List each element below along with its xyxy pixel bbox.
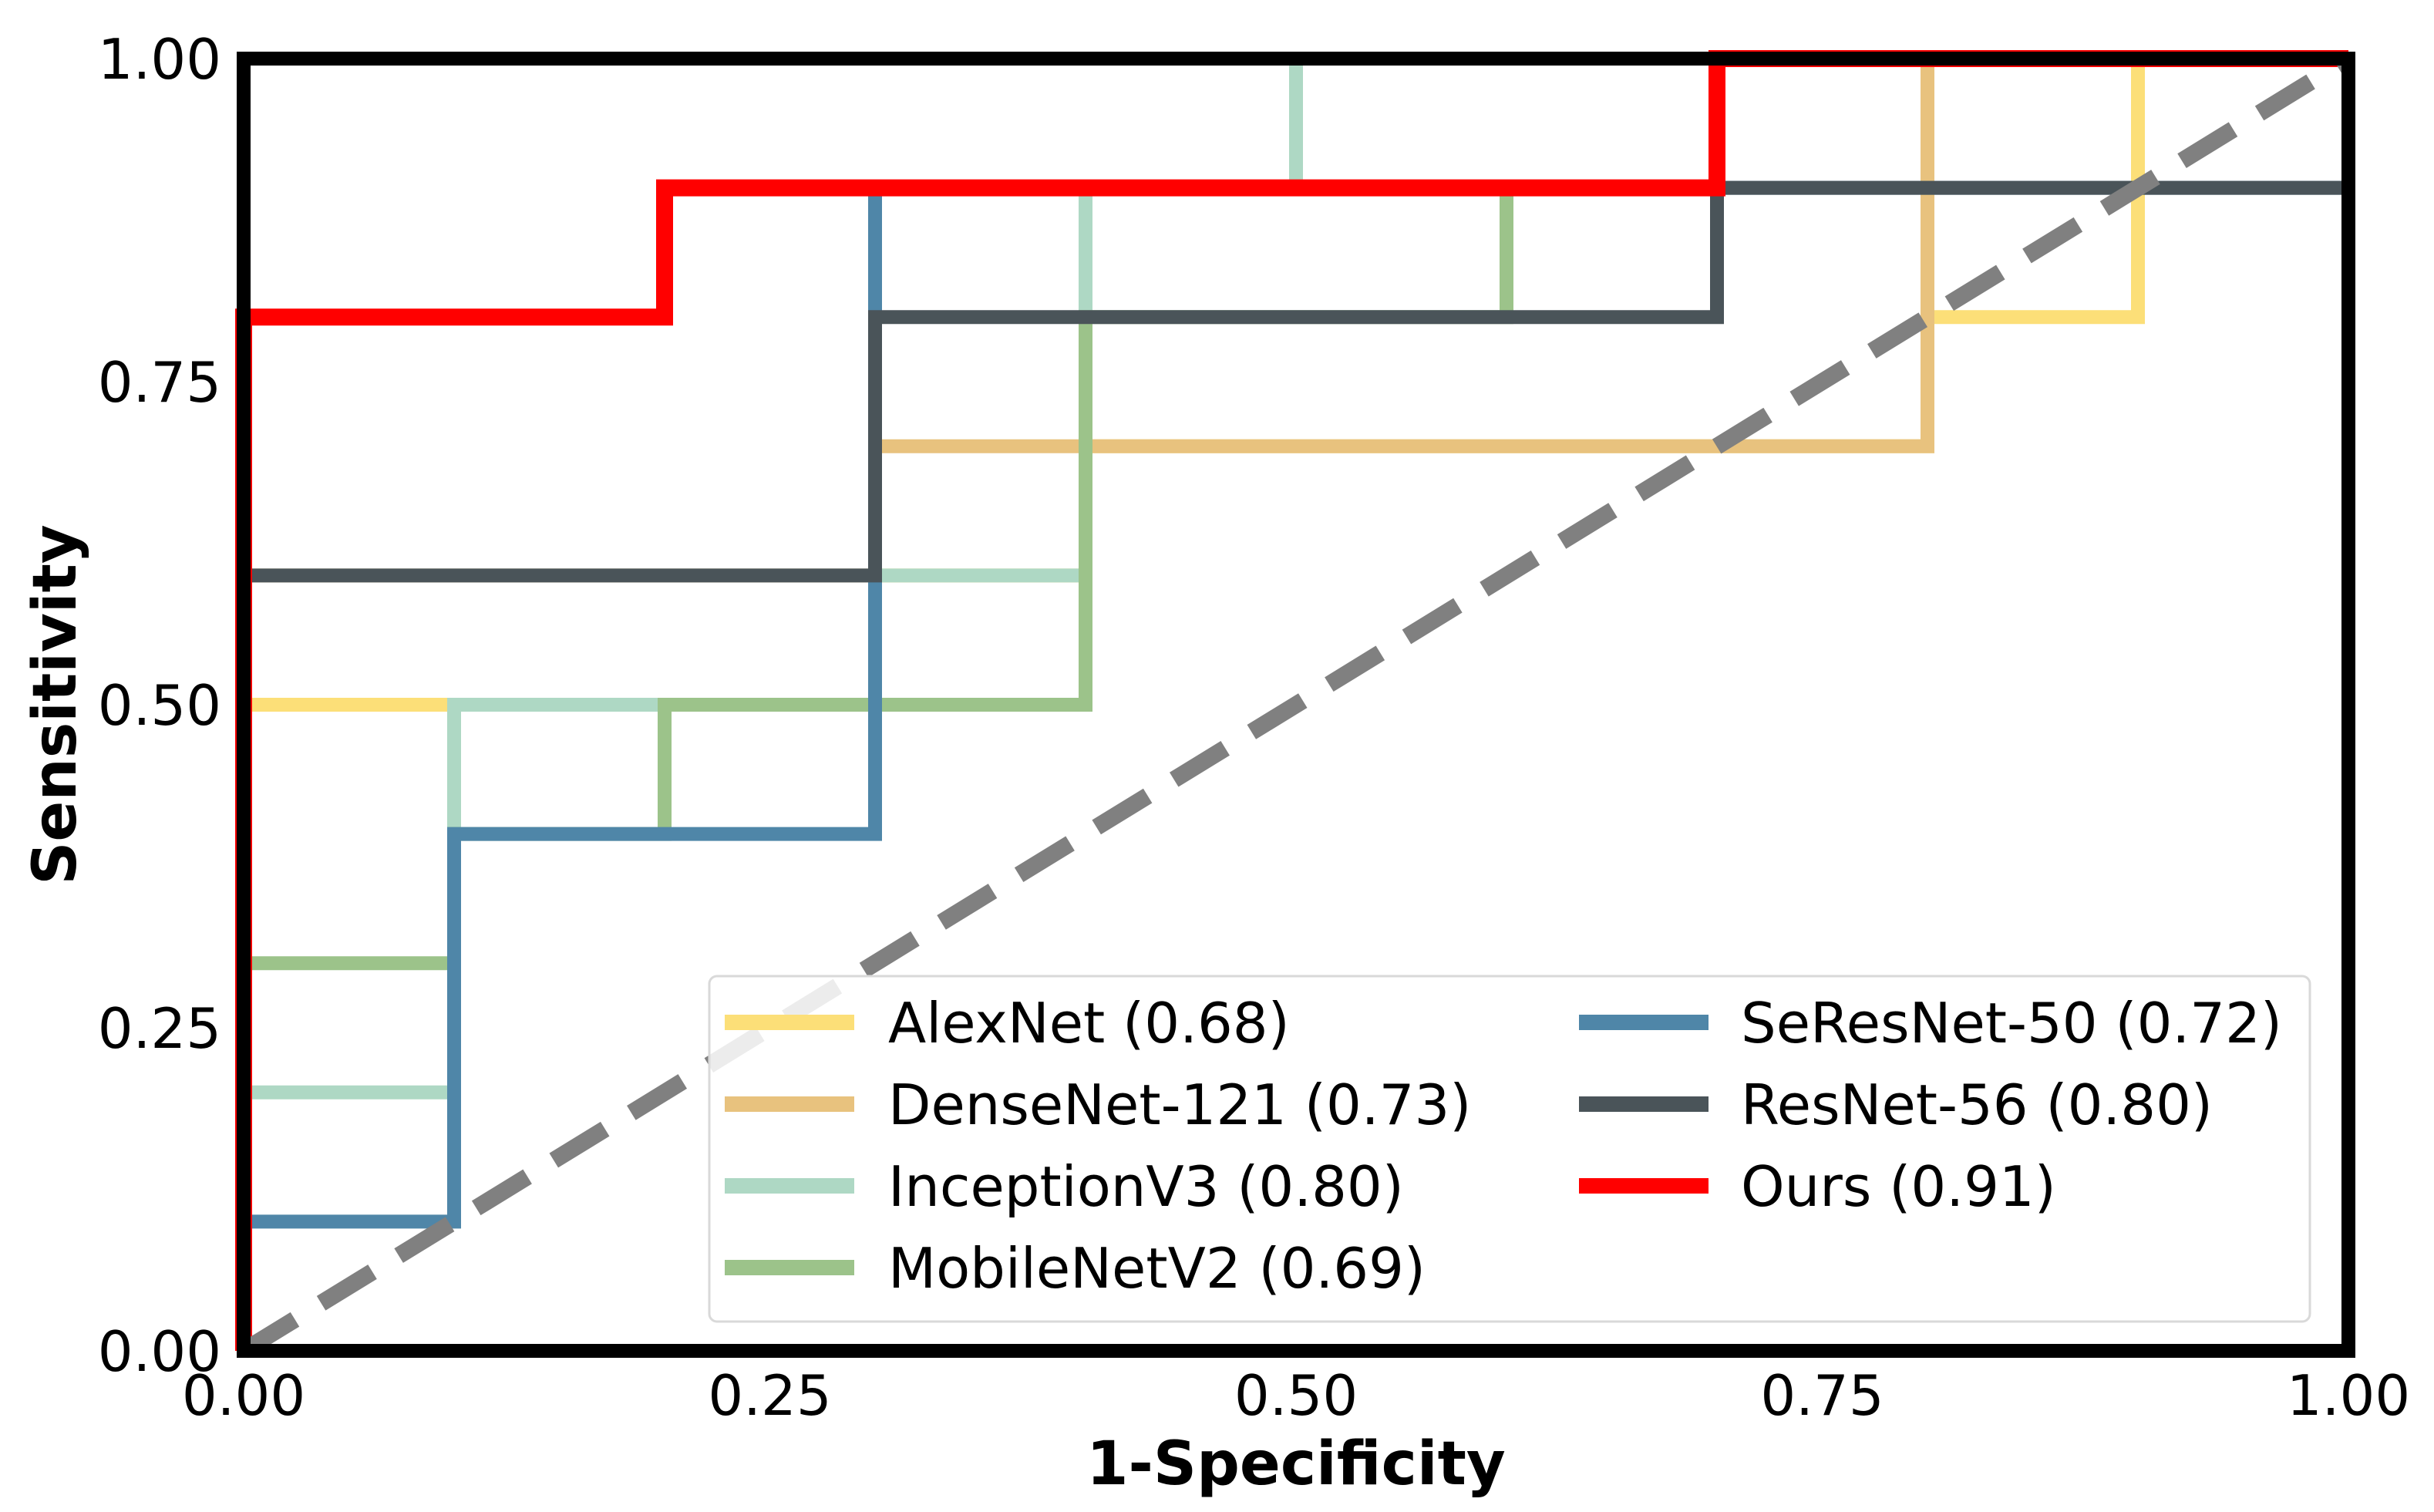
x-tick-label: 1.00 <box>2287 1363 2410 1428</box>
x-axis-title: 1-Specificity <box>1086 1429 1505 1499</box>
legend: AlexNet (0.68) DenseNet-121 (0.73) Incepti… <box>708 975 2311 1323</box>
x-tick-label: 0.75 <box>1760 1363 1884 1428</box>
x-tick-label: 0.00 <box>182 1363 305 1428</box>
x-tick-label: 0.25 <box>708 1363 831 1428</box>
legend-label-4: SeResNet-50 (0.72) <box>1741 991 2282 1056</box>
plot-frame <box>237 52 2355 1358</box>
diagonal-layer <box>239 51 2353 1359</box>
y-tick-label: 0.00 <box>98 1319 221 1384</box>
legend-label-6: Ours (0.91) <box>1741 1154 2056 1219</box>
legend-label-0: AlexNet (0.68) <box>888 991 1290 1056</box>
tick-layer: 0.00 0.25 0.50 0.75 1.00 0.00 0.25 0.50 0.75 1.00 <box>98 27 2410 1428</box>
y-tick-label: 1.00 <box>98 27 221 92</box>
x-tick-label: 0.50 <box>1234 1363 1358 1428</box>
legend-label-3: MobileNetV2 (0.69) <box>888 1236 1426 1301</box>
legend-label-2: InceptionV3 (0.80) <box>888 1154 1404 1219</box>
series-line-3 <box>237 180 1717 1351</box>
legend-box <box>708 975 2311 1323</box>
legend-label-1: DenseNet-121 (0.73) <box>888 1073 1471 1137</box>
y-axis-title: Sensitivity <box>21 524 90 885</box>
legend-label-5: ResNet-56 (0.80) <box>1741 1073 2213 1137</box>
diagonal-reference-line <box>239 51 2353 1359</box>
y-tick-label: 0.75 <box>98 350 221 415</box>
y-tick-label: 0.25 <box>98 996 221 1061</box>
y-tick-label: 0.50 <box>98 673 221 738</box>
